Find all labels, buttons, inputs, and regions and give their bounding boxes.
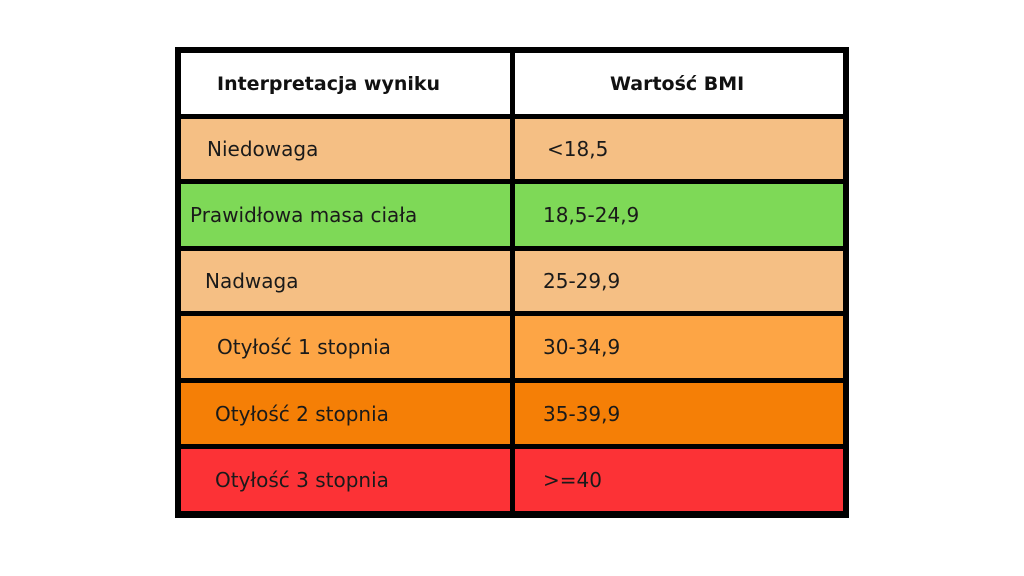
row-value-text: <18,5 [547,137,609,161]
row-value-5: 35-39,9 [515,383,843,444]
row-label-text: Otyłość 1 stopnia [217,335,391,359]
row-value-1: <18,5 [515,119,843,179]
row-label-4: Otyłość 1 stopnia [181,316,510,378]
header-bmi-value-text: Wartość BMI [610,72,745,95]
header-interpretation: Interpretacja wyniku [181,53,510,114]
header-interpretation-text: Interpretacja wyniku [217,72,441,95]
row-label-text: Niedowaga [207,137,319,161]
row-label-3: Nadwaga [181,251,510,311]
header-bmi-value: Wartość BMI [515,53,843,114]
row-value-2: 18,5-24,9 [515,184,843,246]
row-label-6: Otyłość 3 stopnia [181,449,510,511]
bmi-table: Interpretacja wyniku Wartość BMI Niedowa… [175,47,849,518]
row-label-1: Niedowaga [181,119,510,179]
row-value-3: 25-29,9 [515,251,843,311]
row-value-4: 30-34,9 [515,316,843,378]
row-value-text: 30-34,9 [543,335,621,359]
row-value-text: 25-29,9 [543,269,621,293]
row-label-text: Prawidłowa masa ciała [190,203,418,227]
row-label-text: Otyłość 3 stopnia [215,468,389,492]
row-value-text: 35-39,9 [543,401,621,426]
row-label-2: Prawidłowa masa ciała [181,184,510,246]
row-value-text: 18,5-24,9 [543,203,640,227]
row-value-6: >=40 [515,449,843,511]
row-value-text: >=40 [543,468,602,492]
row-label-text: Nadwaga [205,269,299,293]
row-label-text: Otyłość 2 stopnia [215,401,389,426]
row-label-5: Otyłość 2 stopnia [181,383,510,444]
